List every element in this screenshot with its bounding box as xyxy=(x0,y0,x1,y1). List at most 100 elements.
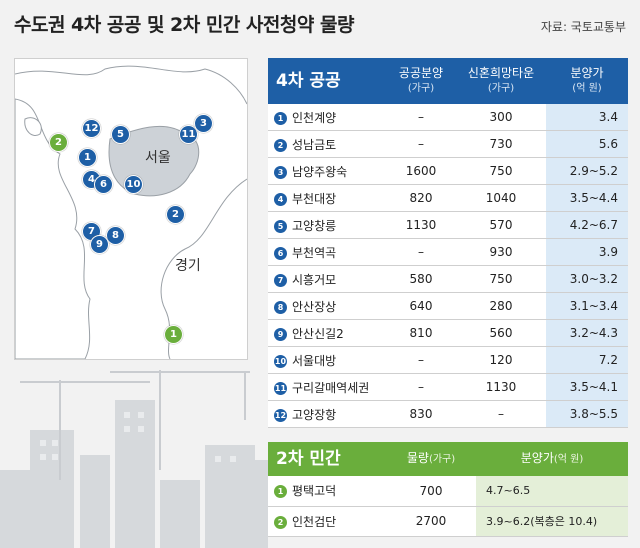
site-name-text: 고양장항 xyxy=(292,407,337,422)
site-name: 5 고양창릉 xyxy=(268,211,386,239)
map-label-gyeonggi: 경기 xyxy=(175,258,201,274)
page-title: 수도권 4차 공공 및 2차 민간 사전청약 물량 xyxy=(14,14,354,36)
table-row: 2 성남금토 –730 5.6 xyxy=(268,130,628,158)
table-row: 11 구리갈매역세권 –1130 3.5~4.1 xyxy=(268,373,628,401)
map-pin-9: 9 xyxy=(90,235,109,254)
map-pin-10: 10 xyxy=(124,175,143,194)
newlywed-units: 930 xyxy=(456,238,546,266)
price-range: 3.5~4.1 xyxy=(546,373,628,401)
map-pin-6: 6 xyxy=(94,175,113,194)
public-units: 830 xyxy=(386,400,456,428)
table-row: 1 평택고덕 700 4.7~6.5 xyxy=(268,476,628,507)
site-name: 12 고양장항 xyxy=(268,400,386,428)
price-range: 3.8~5.5 xyxy=(546,400,628,428)
site-number-badge: 11 xyxy=(274,381,287,395)
site-name-text: 인천검단 xyxy=(292,514,337,529)
map-pin-2: 2 xyxy=(166,205,185,224)
site-name: 9 안산신길2 xyxy=(268,319,386,347)
public-units: – xyxy=(386,373,456,401)
newlywed-units: 750 xyxy=(456,157,546,185)
supply-units: 700 xyxy=(386,476,476,507)
site-name: 4 부천대장 xyxy=(268,184,386,212)
site-name: 1 평택고덕 xyxy=(268,476,386,507)
map-pin-5: 5 xyxy=(111,125,130,144)
public-units: 820 xyxy=(386,184,456,212)
site-name: 3 남양주왕숙 xyxy=(268,157,386,185)
site-number-badge: 8 xyxy=(274,300,287,314)
price-range: 7.2 xyxy=(546,346,628,374)
table-row: 2 인천검단 2700 3.9~6.2(복층은 10.4) xyxy=(268,506,628,537)
site-name-text: 안산장상 xyxy=(292,299,337,314)
public-header-col3: 분양가 (억 원) xyxy=(546,58,628,104)
site-name-text: 부천역곡 xyxy=(292,245,337,260)
table-row: 6 부천역곡 –930 3.9 xyxy=(268,238,628,266)
map-pin-1: 1 xyxy=(78,148,97,167)
private-header-col1: 물량(가구) xyxy=(386,442,476,476)
public-header-name: 4차 공공 xyxy=(268,58,386,104)
map-pin-3: 3 xyxy=(194,114,213,133)
map-pin-8: 8 xyxy=(106,226,125,245)
map-outline xyxy=(15,59,247,359)
site-name: 8 안산장상 xyxy=(268,292,386,320)
site-number-badge: 10 xyxy=(274,354,287,368)
table-row: 9 안산신길2 810 560 3.2~4.3 xyxy=(268,319,628,347)
map-pin-private-1: 1 xyxy=(164,325,183,344)
site-name: 6 부천역곡 xyxy=(268,238,386,266)
site-number-badge: 1 xyxy=(274,111,287,125)
price-range: 4.7~6.5 xyxy=(476,476,628,507)
public-units: 1130 xyxy=(386,211,456,239)
public-supply-table: 4차 공공 공공분양 (가구) 신혼희망타운 (가구) 분양가 (억 원) 1 인천계양… xyxy=(268,58,628,428)
price-range: 3.9 xyxy=(546,238,628,266)
site-number-badge: 7 xyxy=(274,273,287,287)
price-range: 3.2~4.3 xyxy=(546,319,628,347)
site-number-badge: 2 xyxy=(274,138,287,152)
price-range: 3.9~6.2(복층은 10.4) xyxy=(476,506,628,537)
price-range: 5.6 xyxy=(546,130,628,158)
public-table-header: 4차 공공 공공분양 (가구) 신혼희망타운 (가구) 분양가 (억 원) xyxy=(268,58,628,104)
site-name: 11 구리갈매역세권 xyxy=(268,373,386,401)
map-panel: 서울 경기 12 5 11 3 2 1 4 6 10 2 7 8 9 1 xyxy=(14,58,248,360)
newlywed-units: – xyxy=(456,400,546,428)
newlywed-units: 560 xyxy=(456,319,546,347)
site-name-text: 안산신길2 xyxy=(292,326,344,341)
newlywed-units: 1130 xyxy=(456,373,546,401)
table-row: 12 고양장항 830–3.8~5.5 xyxy=(268,400,628,428)
site-name: 2 인천검단 xyxy=(268,506,386,537)
table-row: 3 남양주왕숙 1600 750 2.9~5.2 xyxy=(268,157,628,185)
public-units: – xyxy=(386,104,456,131)
price-range: 3.0~3.2 xyxy=(546,265,628,293)
map-pin-private-2: 2 xyxy=(49,133,68,152)
table-row: 1 인천계양 –300 3.4 xyxy=(268,104,628,131)
newlywed-units: 750 xyxy=(456,265,546,293)
site-name-text: 인천계양 xyxy=(292,110,337,125)
private-table-header: 2차 민간 물량(가구) 분양가(억 원) xyxy=(268,442,628,476)
site-name-text: 서울대방 xyxy=(292,353,337,368)
private-header-name: 2차 민간 xyxy=(268,442,386,476)
public-units: 580 xyxy=(386,265,456,293)
site-number-badge: 9 xyxy=(274,327,287,341)
map-pin-12: 12 xyxy=(82,119,101,138)
public-units: 1600 xyxy=(386,157,456,185)
table-row: 10 서울대방 –120 7.2 xyxy=(268,346,628,374)
table-row: 5 고양창릉 1130 570 4.2~6.7 xyxy=(268,211,628,239)
public-header-col2: 신혼희망타운 (가구) xyxy=(456,58,546,104)
site-number-badge: 6 xyxy=(274,246,287,260)
site-name: 1 인천계양 xyxy=(268,104,386,131)
site-name: 2 성남금토 xyxy=(268,130,386,158)
site-name-text: 성남금토 xyxy=(292,137,337,152)
map-pin-11: 11 xyxy=(179,125,198,144)
price-range: 3.1~3.4 xyxy=(546,292,628,320)
source-note: 자료: 국토교통부 xyxy=(540,20,626,34)
private-supply-table: 2차 민간 물량(가구) 분양가(억 원) 1 평택고덕 700 4.7~6.5 2 인천… xyxy=(268,442,628,537)
newlywed-units: 1040 xyxy=(456,184,546,212)
site-number-badge: 4 xyxy=(274,192,287,206)
private-header-col2: 분양가(억 원) xyxy=(476,442,628,476)
site-name-text: 부천대장 xyxy=(292,191,337,206)
price-range: 3.5~4.4 xyxy=(546,184,628,212)
map-label-seoul: 서울 xyxy=(145,150,171,166)
table-row: 8 안산장상 640 280 3.1~3.4 xyxy=(268,292,628,320)
newlywed-units: 730 xyxy=(456,130,546,158)
site-name-text: 평택고덕 xyxy=(292,484,337,499)
public-units: 640 xyxy=(386,292,456,320)
table-row: 7 시흥거모 580 750 3.0~3.2 xyxy=(268,265,628,293)
